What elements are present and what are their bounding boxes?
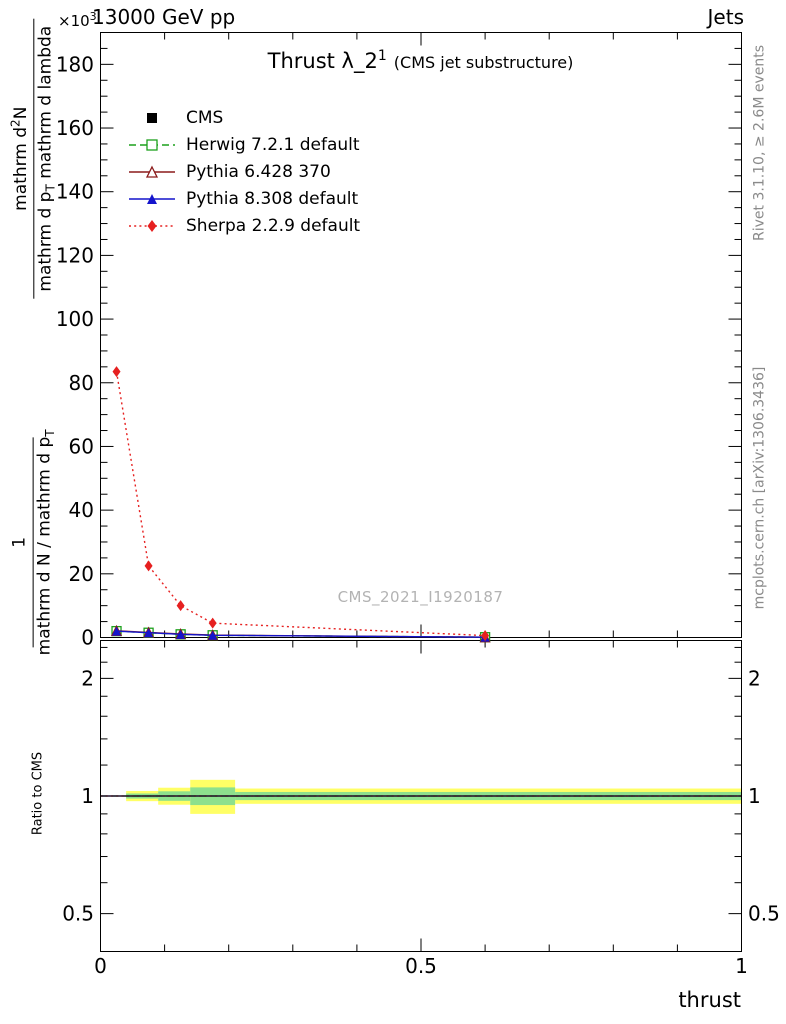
- legend-marker-sherpa-2-2-9-default: [129, 219, 175, 232]
- legend-marker-cms: [147, 112, 157, 123]
- legend-marker-pythia-8-308-default: [129, 193, 175, 204]
- y-axis-lower-denominator: mathrm d N / mathrm d pT: [34, 429, 57, 656]
- svg-text:1: 1: [81, 784, 94, 808]
- y-axis-upper-denominator: mathrm d pT mathrm d lambda: [35, 25, 58, 292]
- legend-label: CMS: [186, 107, 224, 128]
- legend-item-pythia-6-428-370: Pythia 6.428 370: [128, 158, 360, 185]
- svg-text:180: 180: [56, 52, 94, 76]
- svg-text:0.5: 0.5: [748, 902, 780, 926]
- y-axis-upper-numerator: mathrm d2N: [8, 106, 31, 211]
- svg-text:160: 160: [56, 116, 94, 140]
- legend-item-herwig-7-2-1-default: Herwig 7.2.1 default: [128, 131, 360, 158]
- legend-label: Sherpa 2.2.9 default: [186, 215, 361, 236]
- svg-text:60: 60: [69, 434, 94, 458]
- legend-label: Pythia 8.308 default: [186, 188, 359, 209]
- ratio-axis-label: Ratio to CMS: [30, 751, 46, 836]
- svg-text:100: 100: [56, 307, 94, 331]
- series-sherpa-2-2-9-default: [112, 366, 490, 642]
- legend-item-pythia-8-308-default: Pythia 8.308 default: [128, 185, 360, 212]
- svg-text:0: 0: [81, 626, 94, 650]
- series-pythia-8-308-default: [112, 626, 490, 642]
- svg-text:1: 1: [735, 954, 748, 978]
- mcplots-arxiv-note: mcplots.cern.ch [arXiv:1306.3436]: [751, 366, 768, 610]
- svg-text:120: 120: [56, 243, 94, 267]
- svg-text:0.5: 0.5: [62, 902, 94, 926]
- legend: CMS Herwig 7.2.1 default Pythia 6.428 370 P…: [128, 104, 360, 239]
- axis-ticks: [100, 32, 742, 952]
- y-axis-multiplier: ×103: [58, 10, 97, 30]
- legend-item-sherpa-2-2-9-default: Sherpa 2.2.9 default: [128, 212, 360, 239]
- svg-text:80: 80: [69, 371, 94, 395]
- x-axis-title: thrust: [678, 988, 741, 1012]
- legend-label: Herwig 7.2.1 default: [186, 134, 360, 155]
- fraction-bar: [33, 18, 35, 299]
- legend-item-cms: CMS: [128, 104, 360, 131]
- svg-text:0: 0: [94, 954, 107, 978]
- y-axis-lower-numerator: 1: [9, 536, 30, 548]
- analysis-id-watermark: CMS_2021_I1920187: [337, 588, 504, 606]
- beam-energy-label: 13000 GeV pp: [92, 5, 236, 29]
- legend-marker-pythia-6-428-370: [129, 165, 175, 178]
- analysis-group-label: Jets: [707, 5, 744, 29]
- legend-marker-herwig-7-2-1-default: [129, 138, 175, 151]
- y-axis-label-lower-fraction: 1 mathrm d N / mathrm d pT: [9, 429, 58, 655]
- svg-text:0.5: 0.5: [405, 954, 437, 978]
- rivet-version-note: Rivet 3.1.10, ≥ 2.6M events: [751, 44, 768, 242]
- svg-text:2: 2: [81, 666, 94, 690]
- fraction-bar: [32, 437, 34, 648]
- svg-text:2: 2: [748, 666, 761, 690]
- svg-text:40: 40: [69, 498, 94, 522]
- legend-label: Pythia 6.428 370: [186, 161, 331, 182]
- plot-title: Thrust λ_21 (CMS jet substructure): [267, 48, 574, 73]
- y-axis-label-upper-fraction: mathrm d2N mathrm d pT mathrm d lambda: [8, 18, 58, 299]
- svg-text:20: 20: [69, 562, 94, 586]
- svg-text:1: 1: [748, 784, 761, 808]
- svg-text:140: 140: [56, 180, 94, 204]
